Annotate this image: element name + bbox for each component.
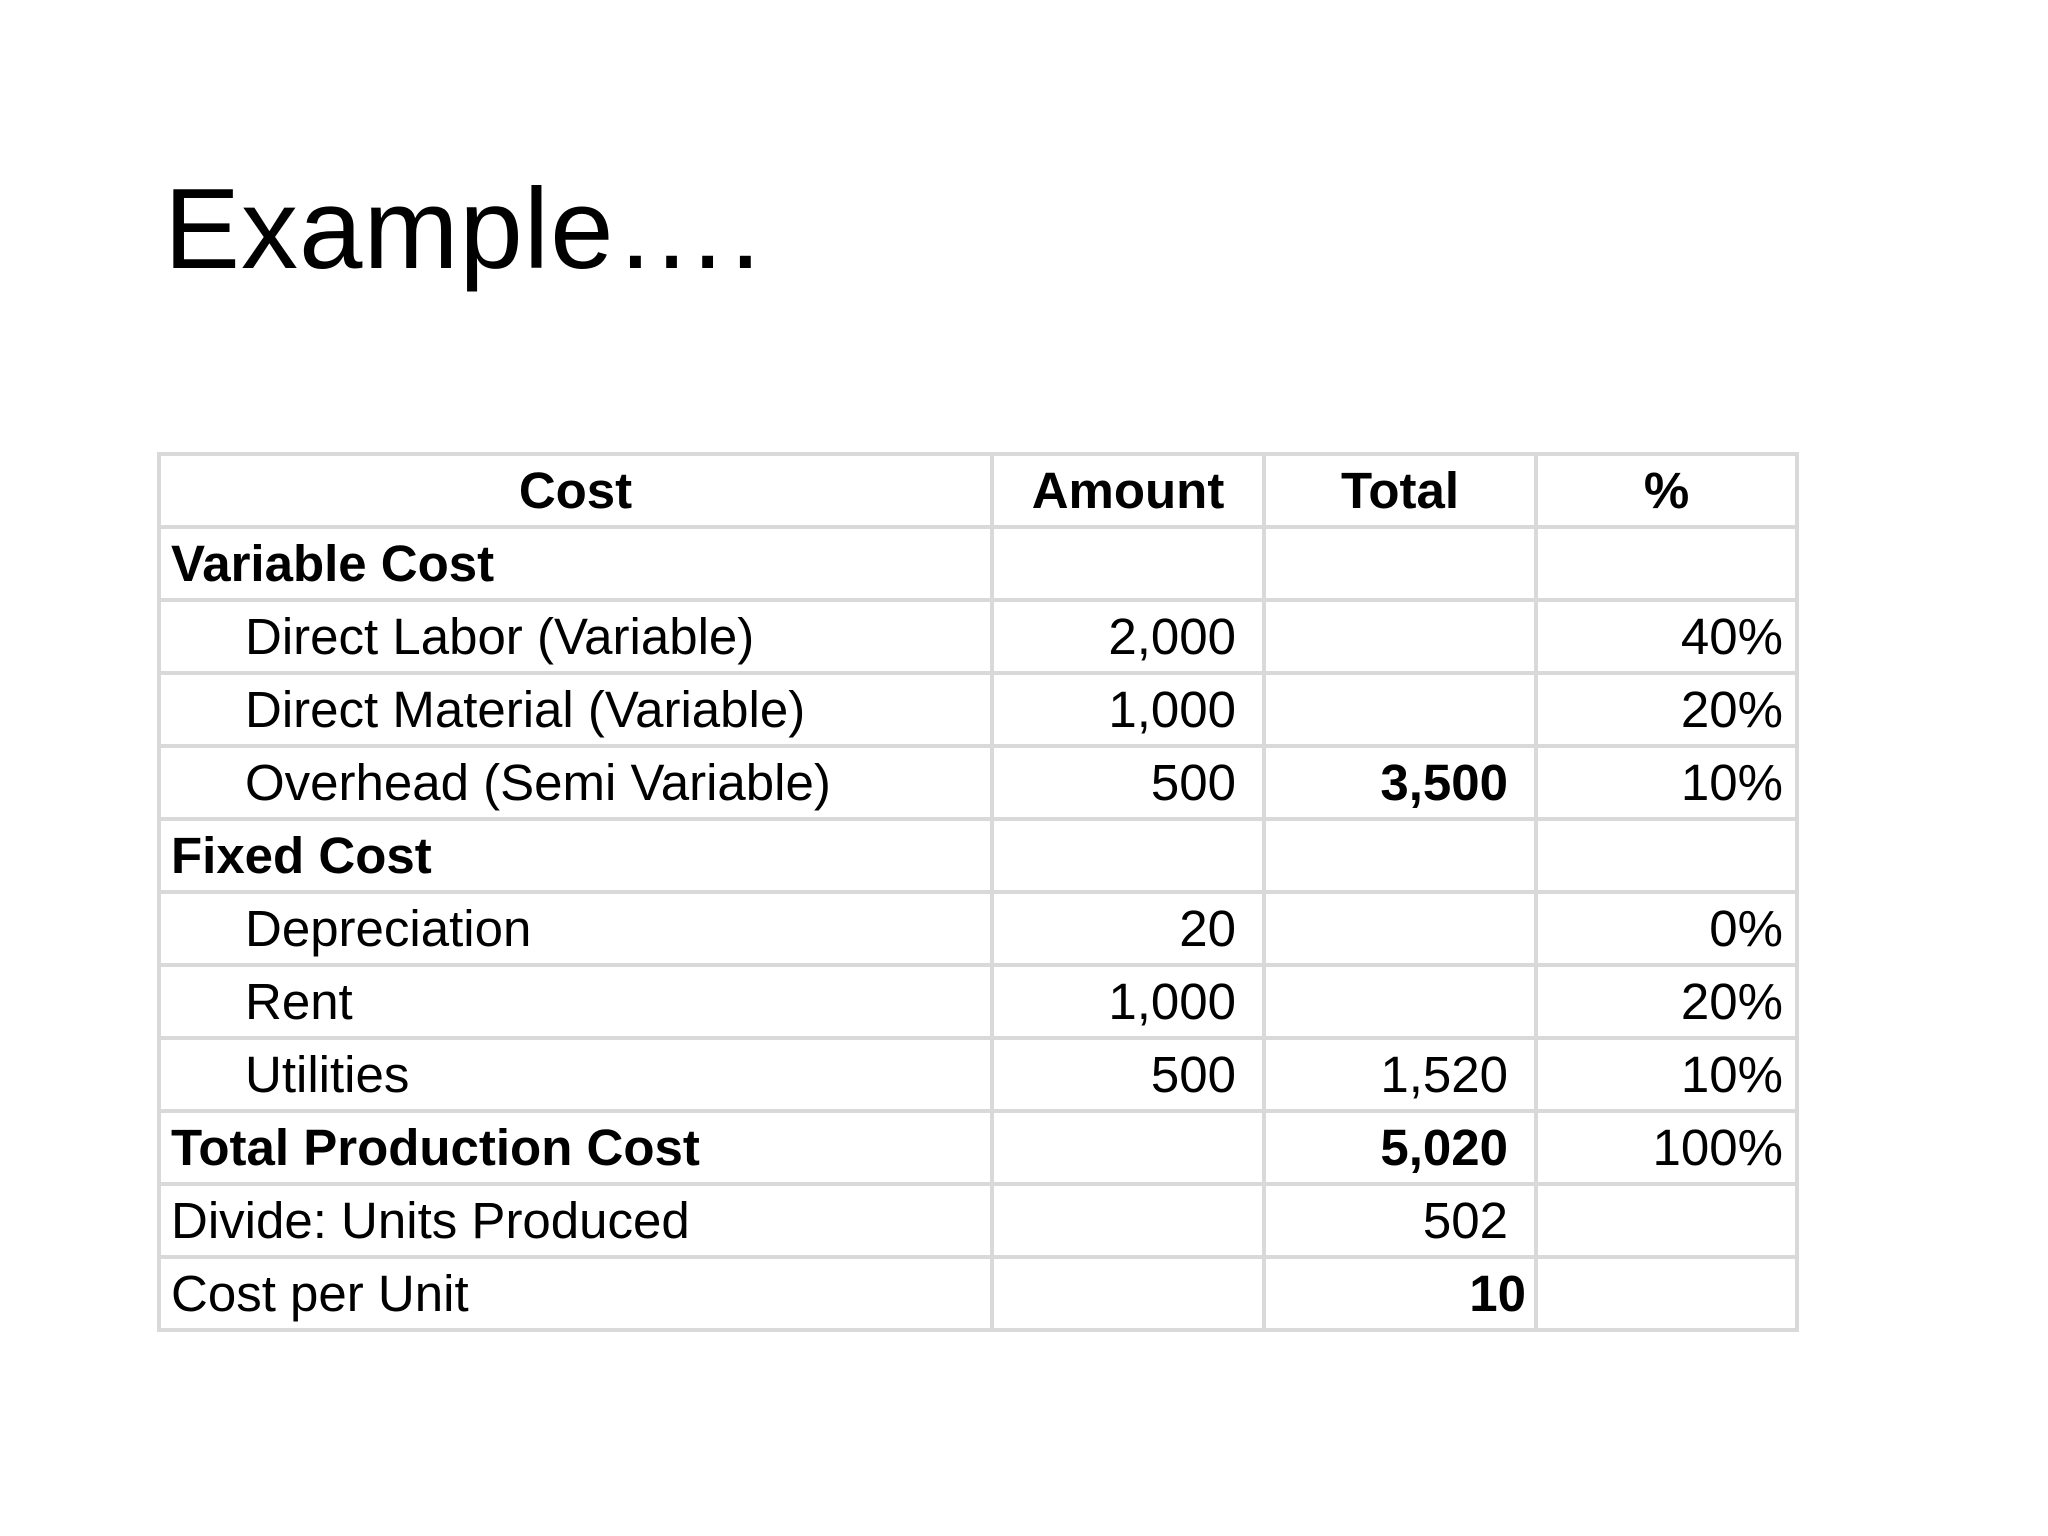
row-label: Overhead (Semi Variable) xyxy=(157,744,994,821)
table-row-rent: Rent 1,000 20% xyxy=(157,963,1799,1040)
row-percent: 20% xyxy=(1534,963,1799,1040)
row-total xyxy=(1262,671,1538,748)
header-row: Cost Amount Total % xyxy=(157,452,1799,529)
row-amount: 1,000 xyxy=(990,671,1266,748)
row-label: Direct Labor (Variable) xyxy=(157,598,994,675)
slide-title: Example…. xyxy=(164,166,763,293)
header-percent: % xyxy=(1534,452,1799,529)
cost-table: Cost Amount Total % Variable Cost Direct… xyxy=(157,452,1799,1332)
row-amount: 20 xyxy=(990,890,1266,967)
table-row-units-produced: Divide: Units Produced 502 xyxy=(157,1182,1799,1259)
row-label: Divide: Units Produced xyxy=(157,1182,994,1259)
row-total xyxy=(1262,890,1538,967)
row-amount: 2,000 xyxy=(990,598,1266,675)
row-label: Total Production Cost xyxy=(157,1109,994,1186)
row-label: Fixed Cost xyxy=(157,817,994,894)
row-percent xyxy=(1534,1255,1799,1332)
row-total: 3,500 xyxy=(1262,744,1538,821)
row-amount xyxy=(990,1109,1266,1186)
row-percent xyxy=(1534,817,1799,894)
row-amount xyxy=(990,1255,1266,1332)
table-row-variable-cost: Variable Cost xyxy=(157,525,1799,602)
row-total: 502 xyxy=(1262,1182,1538,1259)
row-total xyxy=(1262,598,1538,675)
table-row-utilities: Utilities 500 1,520 10% xyxy=(157,1036,1799,1113)
table-row-total-production-cost: Total Production Cost 5,020 100% xyxy=(157,1109,1799,1186)
row-percent: 20% xyxy=(1534,671,1799,748)
table-row-cost-per-unit: Cost per Unit 10 xyxy=(157,1255,1799,1332)
header-cost: Cost xyxy=(157,452,994,529)
row-percent: 100% xyxy=(1534,1109,1799,1186)
header-amount: Amount xyxy=(990,452,1266,529)
row-percent xyxy=(1534,525,1799,602)
row-amount xyxy=(990,817,1266,894)
header-total: Total xyxy=(1262,452,1538,529)
row-label: Depreciation xyxy=(157,890,994,967)
row-label: Utilities xyxy=(157,1036,994,1113)
table-row-direct-material: Direct Material (Variable) 1,000 20% xyxy=(157,671,1799,748)
table-row-depreciation: Depreciation 20 0% xyxy=(157,890,1799,967)
row-amount: 500 xyxy=(990,744,1266,821)
row-label: Variable Cost xyxy=(157,525,994,602)
row-label: Cost per Unit xyxy=(157,1255,994,1332)
row-total: 1,520 xyxy=(1262,1036,1538,1113)
row-percent: 0% xyxy=(1534,890,1799,967)
row-amount xyxy=(990,1182,1266,1259)
row-label: Direct Material (Variable) xyxy=(157,671,994,748)
row-total xyxy=(1262,963,1538,1040)
row-total: 5,020 xyxy=(1262,1109,1538,1186)
row-total xyxy=(1262,817,1538,894)
table-row-fixed-cost: Fixed Cost xyxy=(157,817,1799,894)
table-row-overhead: Overhead (Semi Variable) 500 3,500 10% xyxy=(157,744,1799,821)
row-amount: 500 xyxy=(990,1036,1266,1113)
row-amount xyxy=(990,525,1266,602)
row-percent: 10% xyxy=(1534,744,1799,821)
row-percent: 40% xyxy=(1534,598,1799,675)
row-percent: 10% xyxy=(1534,1036,1799,1113)
row-amount: 1,000 xyxy=(990,963,1266,1040)
row-total: 10 xyxy=(1262,1255,1538,1332)
row-total xyxy=(1262,525,1538,602)
row-percent xyxy=(1534,1182,1799,1259)
table-row-direct-labor: Direct Labor (Variable) 2,000 40% xyxy=(157,598,1799,675)
row-label: Rent xyxy=(157,963,994,1040)
